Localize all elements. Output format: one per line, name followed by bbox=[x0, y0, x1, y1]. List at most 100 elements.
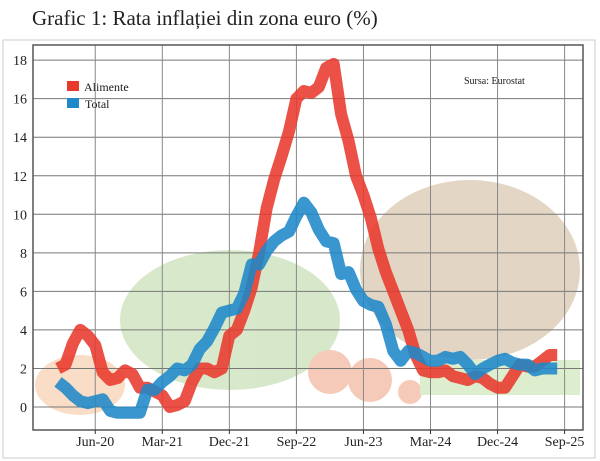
data-point-total bbox=[117, 412, 118, 413]
x-tick-label: Mar-24 bbox=[410, 435, 452, 450]
data-point-alimente bbox=[370, 218, 371, 219]
data-point-total bbox=[251, 264, 252, 265]
data-point-total bbox=[341, 274, 342, 275]
data-point-alimente bbox=[341, 114, 342, 115]
data-point-alimente bbox=[557, 354, 558, 355]
source-note: Sursa: Eurostat bbox=[464, 76, 525, 87]
data-point-alimente bbox=[460, 378, 461, 379]
data-point-total bbox=[527, 364, 528, 365]
data-point-total bbox=[467, 364, 468, 365]
data-point-total bbox=[356, 289, 357, 290]
data-point-total bbox=[445, 356, 446, 357]
data-point-alimente bbox=[318, 87, 319, 88]
data-point-alimente bbox=[512, 376, 513, 377]
data-point-alimente bbox=[326, 67, 327, 68]
tomato-illustration bbox=[348, 358, 392, 402]
data-point-total bbox=[430, 360, 431, 361]
data-point-total bbox=[534, 370, 535, 371]
data-point-total bbox=[125, 412, 126, 413]
data-point-total bbox=[519, 364, 520, 365]
data-point-alimente bbox=[303, 90, 304, 91]
data-point-total bbox=[281, 235, 282, 236]
x-tick-label: Dec-24 bbox=[477, 435, 518, 450]
data-point-total bbox=[490, 364, 491, 365]
data-point-total bbox=[207, 341, 208, 342]
data-point-total bbox=[132, 412, 133, 413]
data-point-alimente bbox=[452, 376, 453, 377]
data-point-alimente bbox=[184, 401, 185, 402]
legend-label-alimente: Alimente bbox=[84, 80, 129, 94]
data-point-alimente bbox=[117, 378, 118, 379]
x-tick-label: Sep-22 bbox=[277, 435, 317, 450]
data-point-alimente bbox=[192, 381, 193, 382]
data-point-alimente bbox=[333, 63, 334, 64]
data-point-total bbox=[400, 360, 401, 361]
data-point-alimente bbox=[214, 372, 215, 373]
data-point-total bbox=[221, 312, 222, 313]
data-point-total bbox=[244, 293, 245, 294]
data-point-total bbox=[177, 368, 178, 369]
y-tick-label: 16 bbox=[13, 93, 27, 108]
data-point-total bbox=[229, 310, 230, 311]
data-point-total bbox=[296, 216, 297, 217]
data-point-total bbox=[542, 368, 543, 369]
data-point-total bbox=[154, 389, 155, 390]
data-point-total bbox=[169, 376, 170, 377]
y-tick-label: 6 bbox=[20, 285, 27, 300]
data-point-total bbox=[80, 401, 81, 402]
data-point-total bbox=[549, 368, 550, 369]
data-point-total bbox=[274, 241, 275, 242]
greens-illustration bbox=[120, 250, 340, 390]
data-point-alimente bbox=[423, 370, 424, 371]
x-tick-label: Mar-21 bbox=[141, 435, 183, 450]
data-point-alimente bbox=[497, 387, 498, 388]
legend-label-total: Total bbox=[85, 97, 110, 111]
data-point-alimente bbox=[288, 131, 289, 132]
data-point-total bbox=[385, 324, 386, 325]
y-tick-label: 2 bbox=[20, 362, 27, 377]
data-point-total bbox=[318, 229, 319, 230]
data-point-alimente bbox=[356, 175, 357, 176]
data-point-alimente bbox=[482, 378, 483, 379]
data-point-total bbox=[460, 356, 461, 357]
data-point-alimente bbox=[207, 368, 208, 369]
data-point-total bbox=[423, 356, 424, 357]
data-point-total bbox=[192, 364, 193, 365]
data-point-alimente bbox=[87, 335, 88, 336]
data-point-total bbox=[288, 231, 289, 232]
data-point-alimente bbox=[102, 372, 103, 373]
data-point-alimente bbox=[400, 310, 401, 311]
data-point-alimente bbox=[244, 310, 245, 311]
data-point-alimente bbox=[80, 329, 81, 330]
data-point-alimente bbox=[311, 92, 312, 93]
data-point-total bbox=[497, 360, 498, 361]
data-point-alimente bbox=[229, 335, 230, 336]
data-point-alimente bbox=[378, 248, 379, 249]
y-tick-label: 12 bbox=[13, 170, 27, 185]
data-point-alimente bbox=[236, 329, 237, 330]
x-tick-label: Dec-21 bbox=[209, 435, 250, 450]
legend-swatch-total bbox=[67, 98, 79, 108]
data-point-alimente bbox=[393, 291, 394, 292]
data-point-alimente bbox=[274, 179, 275, 180]
data-point-total bbox=[102, 399, 103, 400]
data-point-total bbox=[370, 304, 371, 305]
data-point-alimente bbox=[221, 368, 222, 369]
data-point-total bbox=[408, 351, 409, 352]
data-point-total bbox=[415, 353, 416, 354]
data-point-total bbox=[326, 241, 327, 242]
data-point-alimente bbox=[58, 368, 59, 369]
data-point-alimente bbox=[95, 345, 96, 346]
data-point-alimente bbox=[348, 141, 349, 142]
data-point-total bbox=[378, 306, 379, 307]
data-point-alimente bbox=[490, 383, 491, 384]
y-tick-label: 0 bbox=[20, 401, 27, 416]
data-point-alimente bbox=[169, 407, 170, 408]
data-point-total bbox=[363, 301, 364, 302]
data-point-alimente bbox=[296, 98, 297, 99]
data-point-alimente bbox=[281, 156, 282, 157]
data-point-alimente bbox=[467, 380, 468, 381]
y-tick-label: 8 bbox=[20, 247, 27, 262]
data-point-total bbox=[110, 410, 111, 411]
data-point-alimente bbox=[139, 387, 140, 388]
